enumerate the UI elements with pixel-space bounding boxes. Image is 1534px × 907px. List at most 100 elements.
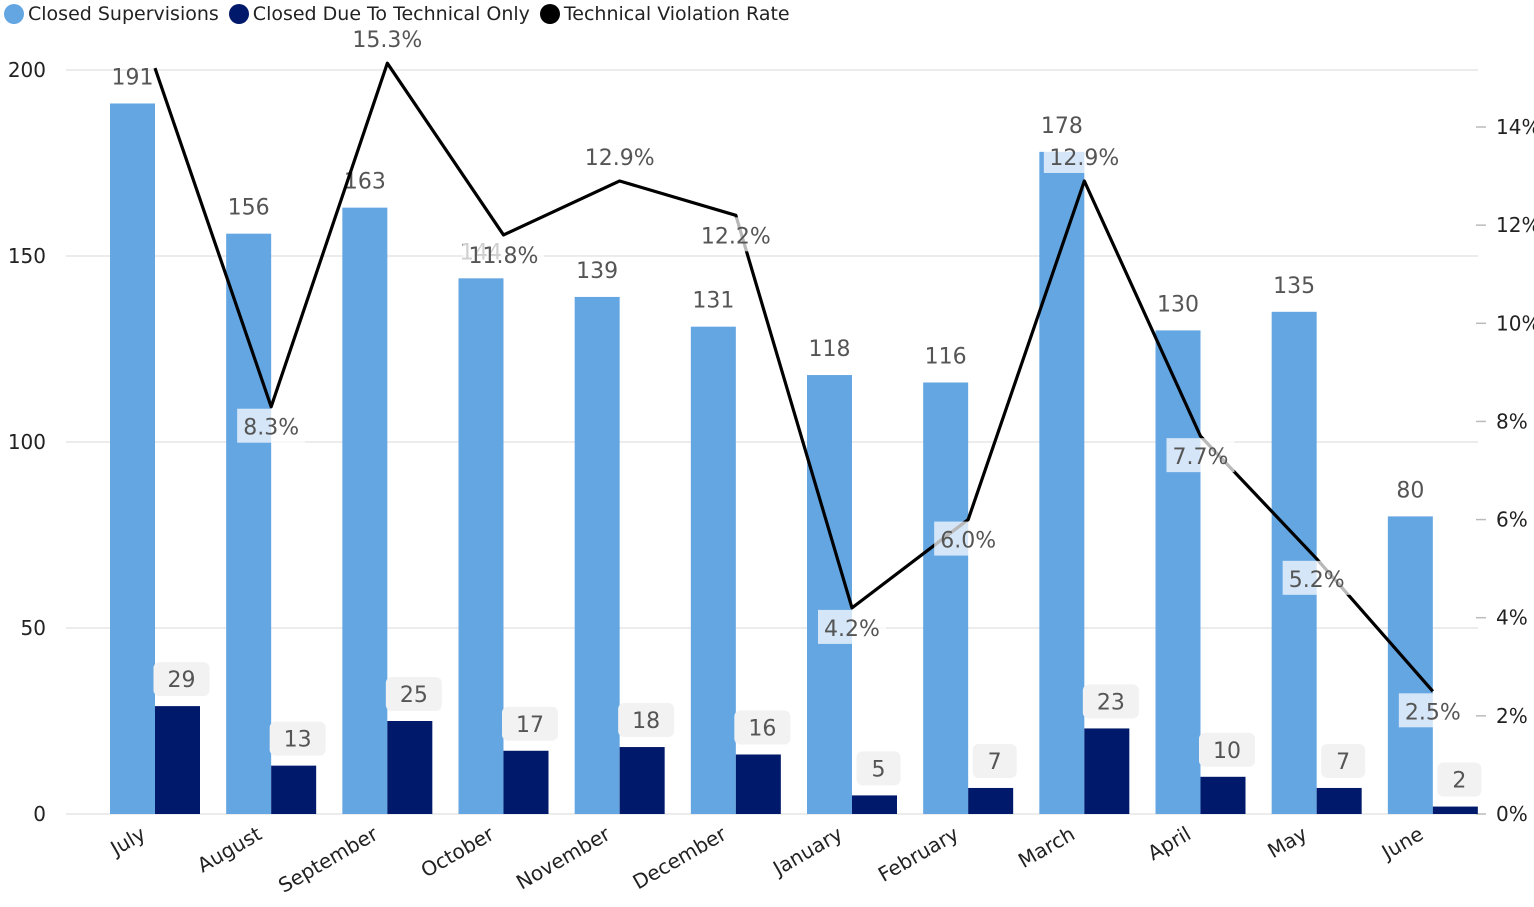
x-tick-label: September — [274, 821, 382, 897]
legend-label-closed-supervisions: Closed Supervisions — [28, 3, 219, 25]
y-right-tick-label: 4% — [1496, 606, 1528, 630]
label-bg-closed-technical — [269, 721, 326, 756]
y-left-tick-label: 0 — [33, 802, 46, 826]
label-closed-technical: 29 — [168, 668, 196, 693]
bar-closed-supervisions — [342, 207, 388, 814]
rate-label-bg — [934, 521, 1003, 556]
y-right-tick-label: 12% — [1496, 213, 1534, 237]
label-closed-technical: 13 — [284, 728, 312, 753]
bar-closed-supervisions — [807, 375, 852, 814]
bar-labels: 1912915613163251441713918131161185116717… — [112, 65, 1482, 797]
label-closed-technical: 5 — [872, 757, 886, 782]
rate-label-bg — [818, 609, 886, 644]
label-closed-supervisions: 139 — [576, 259, 618, 284]
label-closed-technical: 25 — [400, 683, 428, 708]
x-tick-label: June — [1376, 822, 1427, 866]
x-tick-label: January — [767, 821, 847, 881]
bar-closed-technical — [619, 747, 665, 814]
bar-closed-supervisions — [226, 233, 272, 814]
bar-closed-supervisions — [458, 278, 504, 814]
label-closed-technical: 23 — [1097, 690, 1125, 715]
y-right-tick-label: 2% — [1496, 704, 1528, 728]
label-closed-technical: 10 — [1213, 739, 1241, 764]
legend-item-closed-supervisions[interactable]: Closed Supervisions — [4, 3, 219, 25]
y-axis-right: 0% 2% 4% 6% 8% 10% 12% 14% — [1476, 115, 1534, 826]
y-left-tick-label: 100 — [8, 430, 46, 454]
y-axis-left: 0 50 100 150 200 — [8, 58, 46, 826]
rate-label: 6.0% — [940, 529, 996, 554]
label-closed-technical: 17 — [516, 713, 544, 738]
legend: Closed Supervisions Closed Due To Techni… — [4, 2, 800, 26]
rate-label: 12.2% — [701, 224, 771, 249]
rate-label: 12.9% — [1049, 146, 1119, 171]
bar-closed-supervisions — [690, 326, 736, 814]
label-closed-supervisions: 130 — [1157, 292, 1199, 317]
bar-closed-technical — [271, 765, 317, 814]
rate-label-bg — [346, 21, 428, 56]
x-tick-label: February — [874, 821, 963, 886]
label-bg-closed-technical — [1082, 684, 1139, 719]
bars — [110, 103, 1478, 815]
bar-closed-technical — [155, 706, 200, 814]
label-closed-technical: 2 — [1452, 769, 1466, 794]
x-tick-label: May — [1263, 821, 1311, 863]
rate-label: 8.3% — [243, 416, 299, 441]
legend-item-closed-technical[interactable]: Closed Due To Technical Only — [228, 3, 530, 25]
label-bg-closed-technical — [1437, 762, 1482, 797]
legend-item-violation-rate[interactable]: Technical Violation Rate — [539, 3, 790, 25]
bar-closed-supervisions — [1155, 330, 1201, 814]
label-closed-supervisions: 191 — [112, 65, 154, 90]
legend-dot-closed-technical — [228, 4, 249, 24]
rate-label-bg — [463, 236, 544, 271]
label-closed-supervisions: 135 — [1273, 274, 1315, 299]
rate-line-layer: 8.3% 15.3% 11.8% 12.9% 12.2% 4.2% 6.0% 12.9% 7.7… — [153, 21, 1467, 728]
bar-closed-technical — [735, 754, 781, 814]
y-left-tick-label: 150 — [8, 244, 46, 268]
label-bg-closed-technical — [502, 706, 558, 741]
x-tick-label: October — [417, 821, 499, 882]
label-bg-closed-technical — [385, 677, 442, 711]
rate-label-bg — [1043, 138, 1125, 173]
x-tick-label: April — [1143, 822, 1195, 866]
label-bg-closed-technical — [1199, 732, 1255, 767]
legend-label-closed-technical: Closed Due To Technical Only — [252, 3, 530, 25]
label-closed-supervisions: 116 — [925, 344, 967, 369]
legend-label-violation-rate: Technical Violation Rate — [563, 3, 790, 25]
bar-closed-technical — [852, 795, 897, 814]
y-right-tick-label: 6% — [1496, 508, 1528, 532]
bar-closed-technical — [1432, 806, 1478, 814]
label-closed-technical: 16 — [748, 716, 776, 741]
bar-closed-technical — [503, 750, 549, 814]
y-right-tick-label: 10% — [1496, 311, 1534, 335]
label-bg-closed-technical — [972, 743, 1017, 778]
bar-closed-supervisions — [923, 382, 969, 814]
label-closed-technical: 7 — [988, 750, 1002, 775]
y-left-tick-label: 50 — [21, 616, 46, 640]
label-bg-closed-technical — [618, 703, 675, 738]
rate-label-bg — [1398, 693, 1467, 728]
label-closed-supervisions: 178 — [1041, 114, 1083, 139]
rate-label-bg — [579, 138, 661, 173]
y-right-tick-label: 8% — [1496, 409, 1528, 433]
y-left-tick-label: 200 — [8, 58, 46, 82]
legend-dot-closed-supervisions — [4, 4, 24, 24]
label-bg-closed-technical — [856, 751, 901, 786]
label-bg-closed-technical — [734, 710, 791, 745]
label-closed-supervisions: 80 — [1396, 478, 1424, 503]
label-closed-technical: 18 — [632, 709, 660, 734]
label-bg-closed-technical — [153, 662, 210, 697]
bar-closed-technical — [968, 787, 1014, 814]
bar-closed-technical — [1200, 776, 1246, 814]
bar-closed-technical — [1316, 787, 1362, 814]
label-closed-supervisions: 131 — [692, 289, 734, 314]
x-tick-label: December — [629, 821, 731, 894]
rate-label-bg — [237, 408, 306, 443]
rate-label: 2.5% — [1405, 700, 1461, 725]
y-right-tick-label: 14% — [1496, 115, 1534, 139]
rate-label-bg — [1166, 438, 1235, 473]
bar-closed-technical — [387, 721, 433, 814]
rate-label: 11.8% — [469, 244, 539, 269]
label-closed-supervisions: 156 — [228, 196, 270, 221]
x-tick-label: November — [512, 821, 615, 894]
